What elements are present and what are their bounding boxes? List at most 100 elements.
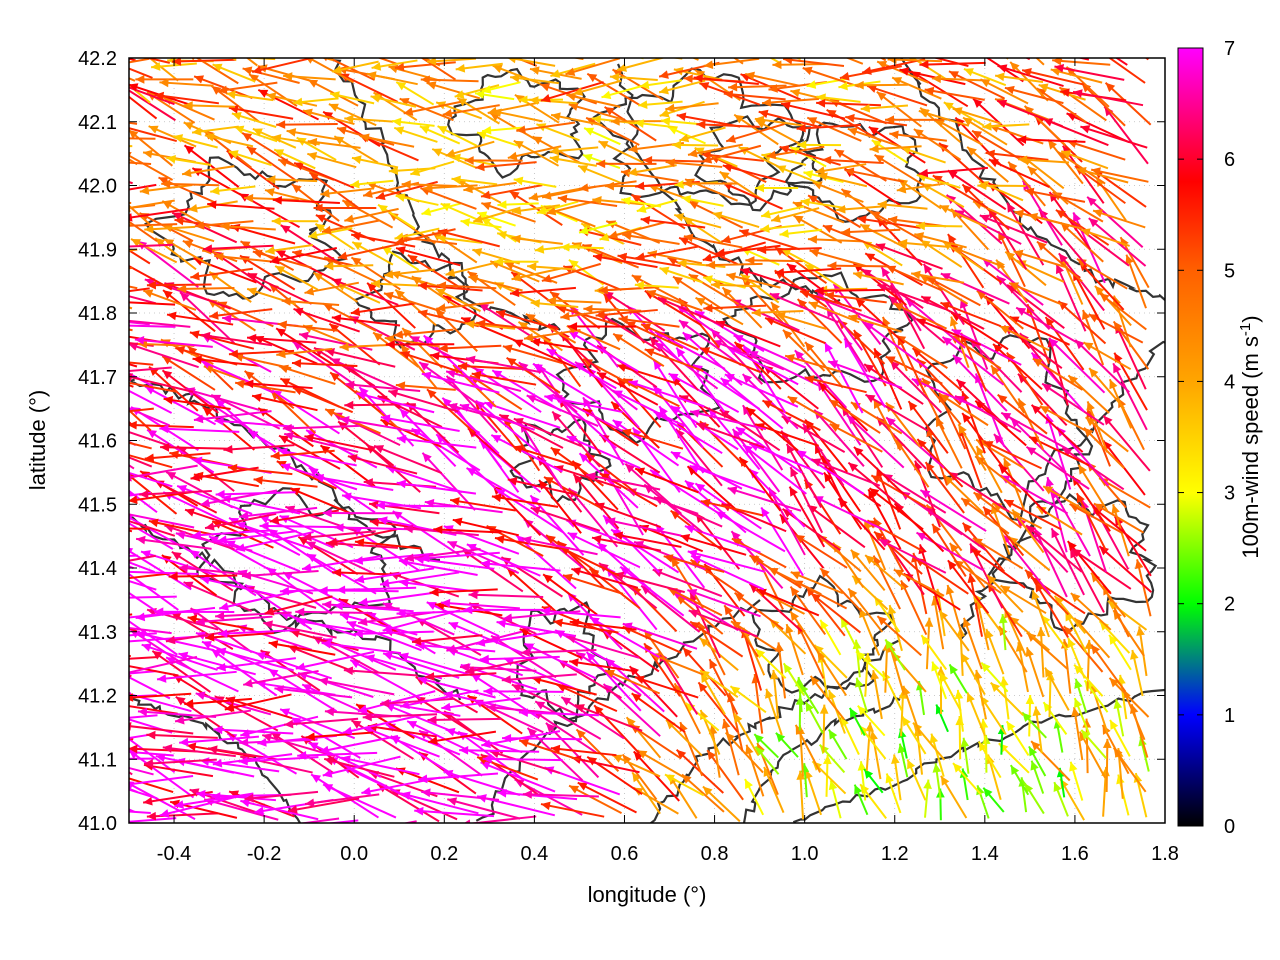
wind-vector [161,179,219,189]
wind-vector [129,491,133,496]
wind-vector [399,689,479,710]
wind-vector [514,58,538,67]
contour-line [129,378,441,562]
wind-vector [207,200,275,210]
wind-vector [551,410,601,468]
wind-vector [328,103,377,127]
wind-vector [1016,259,1065,283]
wind-vector [244,790,319,803]
wind-vector [744,778,765,816]
wind-vector [263,620,337,639]
y-axis-ticks: 41.0 41.1 41.2 41.3 41.4 41.5 41.6 41.7 41.8 41.9… [78,48,1165,835]
wind-vector [897,238,949,248]
wind-vector [591,535,662,552]
wind-vector [1009,61,1049,102]
wind-vector [400,350,463,374]
wind-vector [787,395,840,428]
wind-vector [129,349,130,352]
wind-vector [277,447,357,467]
wind-vector [193,410,272,424]
wind-vector [129,58,150,64]
wind-vector [549,146,599,156]
wind-vector [1098,620,1131,654]
wind-vector [129,737,134,741]
wind-vector [844,167,904,183]
colorbar-ticks: 0 1 2 3 4 5 6 7 [1178,38,1235,838]
wind-vector [251,393,318,412]
wind-vector [699,346,761,374]
wind-vector [1048,337,1106,394]
wind-vector [342,714,422,736]
x-tick-label: 1.4 [971,843,999,865]
wind-vector [665,158,723,168]
contour-line [129,516,462,701]
wind-vector [377,203,416,230]
wind-vector [162,289,216,333]
wind-vector [269,247,338,265]
wind-vector [445,369,522,393]
wind-vector [420,58,457,81]
wind-vector [1009,616,1051,652]
wind-vector [1024,58,1031,61]
wind-vector [129,656,157,660]
x-tick-label: 1.6 [1061,843,1089,865]
wind-vector [855,677,869,714]
wind-vector [977,741,1002,779]
wind-vector [715,244,781,257]
wind-vector [1025,524,1083,573]
wind-vector [440,598,520,610]
wind-vector [305,731,374,742]
wind-vector [879,58,887,62]
wind-vector [1024,187,1086,203]
y-tick-label: 41.4 [78,558,117,580]
wind-vector [857,705,886,737]
wind-vector [276,120,338,129]
wind-vector [906,759,927,801]
wind-vector [277,320,338,332]
wind-vector [506,356,561,394]
wind-vector [918,109,970,127]
wind-vector [670,450,743,490]
wind-vector [465,319,516,330]
wind-vector [295,607,373,617]
wind-vector [1055,209,1110,246]
wind-vector [344,380,421,392]
wind-vector [490,434,563,473]
wind-vector [999,325,1050,352]
wind-vector [681,195,724,207]
wind-vector [796,770,806,820]
wind-vector [194,220,254,230]
wind-vector [135,535,212,550]
wind-vector [550,112,603,127]
wind-vector [322,783,397,819]
wind-vector [129,674,132,678]
wind-vector [982,505,1025,557]
wind-vector [560,242,604,252]
wind-vector [748,468,806,528]
wind-vector [809,248,866,267]
wind-vector [998,613,1008,651]
wind-vector [1044,667,1070,711]
wind-vector [589,616,660,659]
wind-vector [684,524,761,554]
wind-vector [848,314,902,333]
wind-vector [380,414,460,432]
wind-vector [464,156,523,165]
wind-vector [339,612,418,636]
wind-vector [501,673,577,684]
wind-vector [885,416,945,469]
wind-vector [992,343,1043,391]
wind-vector [438,343,502,353]
wind-vector [1055,263,1087,332]
wind-vector [877,200,928,210]
wind-vector [618,315,680,328]
wind-vector [634,280,679,290]
wind-vector [560,696,625,740]
x-axis-title: longitude (°) [588,882,707,907]
wind-vector [943,474,984,514]
wind-vector [319,735,399,755]
wind-vector [366,71,418,86]
wind-vector [246,145,299,183]
wind-vector [877,283,946,311]
wind-vector [520,648,597,657]
